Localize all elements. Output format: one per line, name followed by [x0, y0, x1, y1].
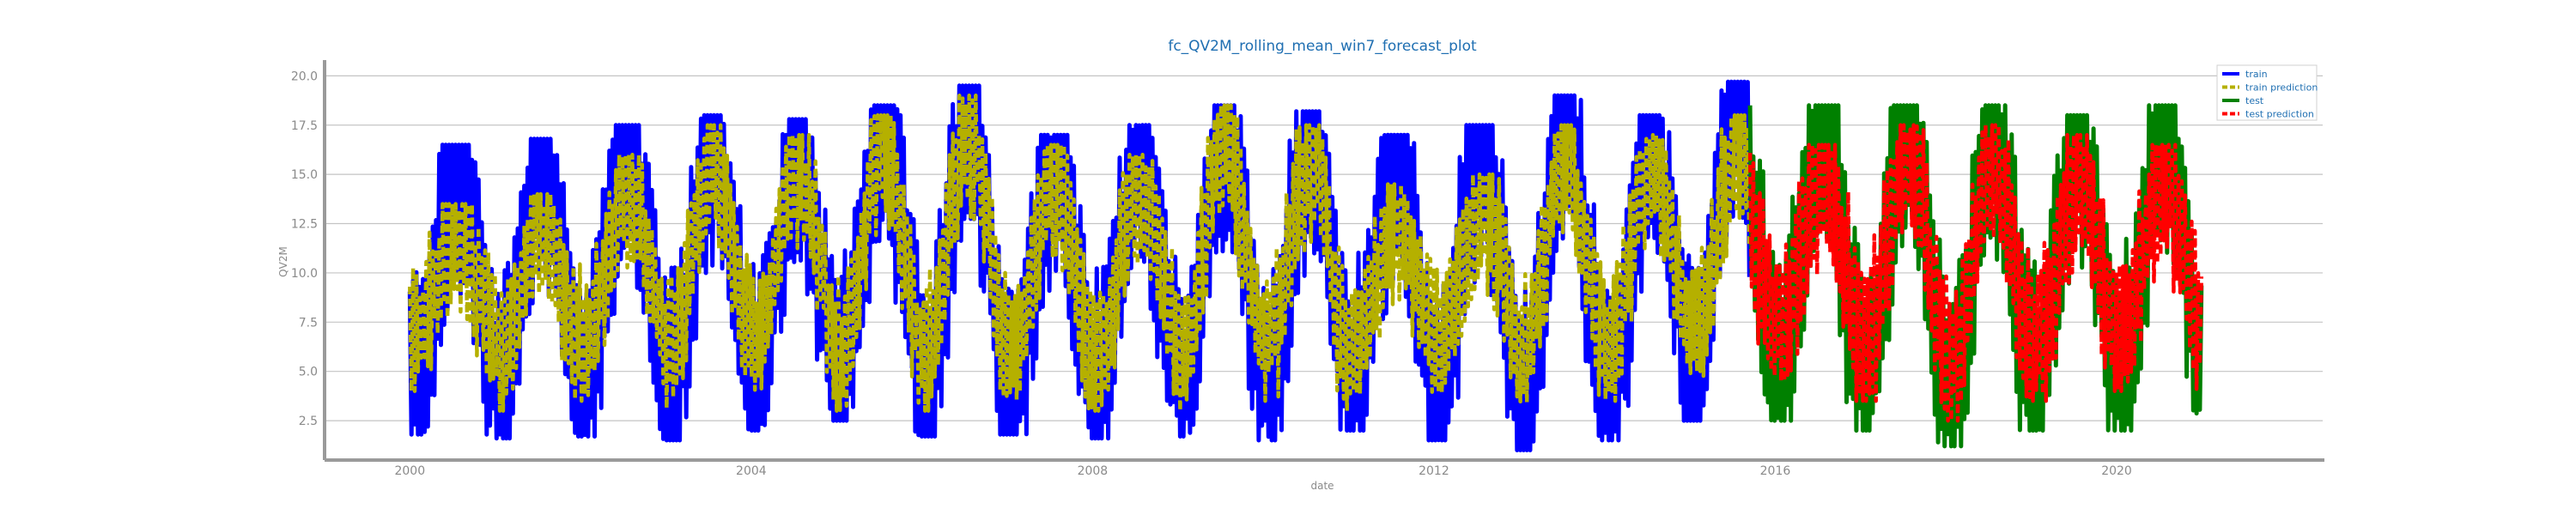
y-tick-label: 20.0 — [291, 70, 318, 83]
series-line-train-prediction — [408, 94, 1752, 413]
legend-label: test prediction — [2245, 109, 2314, 120]
y-tick-label: 17.5 — [291, 119, 318, 133]
legend-label: train — [2245, 69, 2268, 80]
series-line-test — [1747, 103, 2204, 449]
x-tick-label: 2020 — [2101, 464, 2132, 478]
y-tick-label: 15.0 — [291, 168, 318, 182]
series-line-test-prediction — [1747, 123, 2204, 423]
y-tick-labels: 2.5 5.0 7.5 10.0 12.5 15.0 17.5 20.0 — [291, 70, 318, 428]
chart-title: fc_QV2M_rolling_mean_win7_forecast_plot — [1168, 38, 1477, 55]
legend-box — [2216, 64, 2318, 121]
y-tick-label: 10.0 — [291, 267, 318, 281]
y-tick-label: 2.5 — [299, 415, 318, 428]
y-axis-label: QV2M — [277, 246, 289, 277]
x-tick-label: 2008 — [1078, 464, 1109, 478]
legend-label: train prediction — [2245, 82, 2318, 94]
x-axis-label: date — [1310, 480, 1334, 492]
x-tick-label: 2000 — [394, 464, 425, 478]
x-tick-label: 2012 — [1419, 464, 1449, 478]
x-tick-label: 2004 — [736, 464, 767, 478]
x-tick-label: 2016 — [1760, 464, 1791, 478]
y-tick-label: 12.5 — [291, 218, 318, 232]
x-tick-labels: 2000 2004 2008 2012 2016 2020 — [394, 464, 2131, 478]
series-layer — [407, 79, 2204, 452]
y-tick-label: 7.5 — [299, 316, 318, 330]
y-tick-label: 5.0 — [299, 366, 318, 379]
legend-label: test — [2245, 95, 2264, 106]
